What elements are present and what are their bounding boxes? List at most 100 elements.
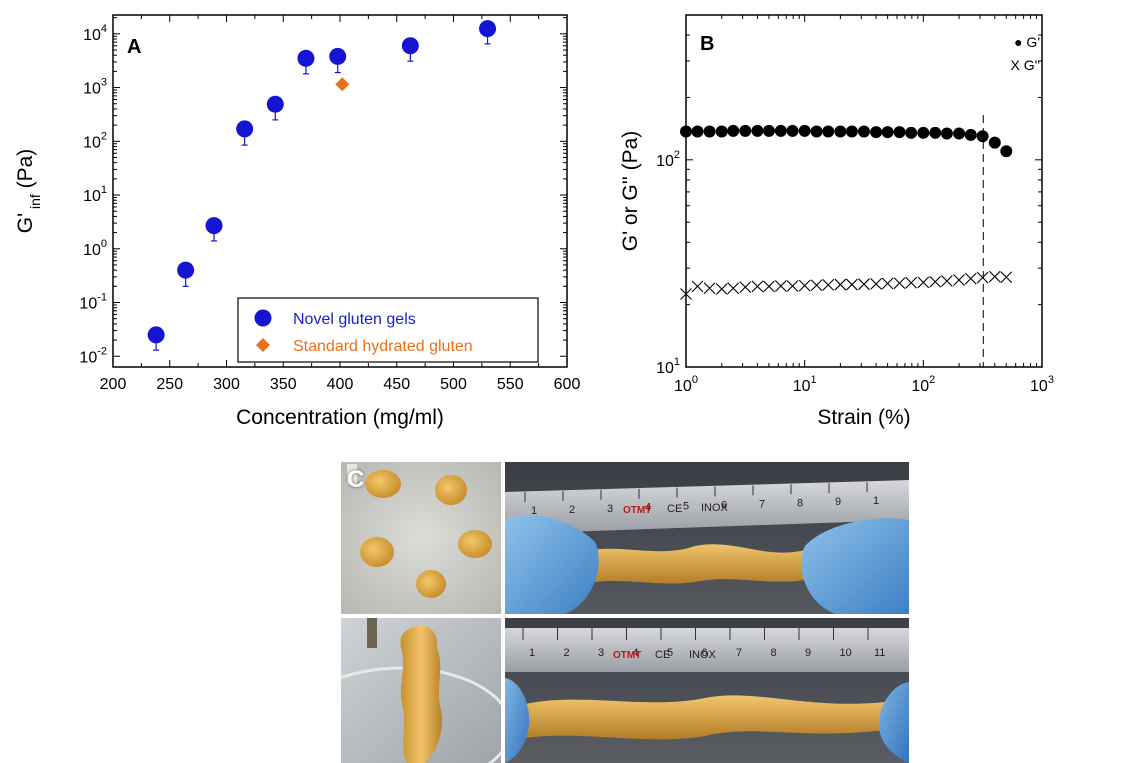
- chart-b-point-gprime: [976, 130, 989, 143]
- chart-b-point-gdoubleprime: [964, 272, 977, 285]
- chart-a-point-gel: [177, 261, 195, 279]
- ruler-top-number: 4: [645, 502, 651, 514]
- ruler-bottom-number: 9: [805, 647, 811, 659]
- chart-b-point-gprime: [762, 124, 775, 137]
- ruler-top-number: 8: [797, 497, 803, 509]
- chart-b-ytick-label: 102: [656, 149, 680, 170]
- chart-a-ytick-label: 104: [83, 23, 107, 44]
- photo-gel-stretched-long: 1 2 3 4 5 6 7 8 9 10 11 OTMT CE INOX: [505, 618, 909, 763]
- ruler-bottom-number: 7: [736, 647, 742, 659]
- ruler-bottom-number: 10: [840, 647, 852, 659]
- chart-b-point-gdoubleprime: [727, 282, 740, 295]
- chart-b-point-gdoubleprime: [988, 270, 1001, 283]
- chart-b-point-gprime: [834, 125, 847, 138]
- chart-b-point-gprime: [822, 125, 835, 138]
- chart-b-point-gdoubleprime: [893, 277, 906, 290]
- chart-a-point-gel: [147, 326, 165, 344]
- chart-a-ylabel: G' inf (Pa): [14, 149, 43, 234]
- chart-b-point-gdoubleprime: [953, 274, 965, 286]
- chart-b-point-gdoubleprime: [786, 280, 799, 292]
- chart-b-point-gdoubleprime: [870, 277, 883, 290]
- chart-b-point-gprime: [810, 125, 823, 138]
- chart-b-point-gdoubleprime: [715, 283, 728, 295]
- chart-b-point-gdoubleprime: [976, 271, 989, 284]
- chart-b-point-gdoubleprime: [917, 276, 930, 289]
- chart-a-ytick-label: 103: [83, 77, 107, 98]
- photo-gel-hanging: [341, 618, 501, 763]
- chart-b-point-gdoubleprime: [858, 278, 870, 291]
- chart-b-point-gprime: [929, 126, 942, 139]
- chart-b-point-gdoubleprime: [751, 280, 764, 293]
- chart-b-point-gdoubleprime: [798, 279, 811, 292]
- ruler-bottom-brand: OTMT: [613, 650, 641, 661]
- chart-a-xtick-label: 500: [440, 376, 467, 393]
- chart-a-legend-label-gel: Novel gluten gels: [293, 311, 416, 328]
- chart-a-point-gel: [401, 37, 419, 55]
- chart-a-xtick-label: 250: [156, 376, 183, 393]
- chart-b-point-gdoubleprime: [845, 278, 858, 291]
- chart-b-point-gdoubleprime: [834, 278, 847, 291]
- chart-a-point-standard: [335, 77, 350, 92]
- ruler-top-number: 6: [721, 500, 727, 512]
- panel-label-c: C: [347, 466, 365, 493]
- chart-a-point-gel: [297, 49, 315, 67]
- photo-gel-stretched: 1 2 3 4 5 6 7 8 9 1 OTMT CE INOX: [505, 462, 909, 614]
- chart-a-xtick-label: 400: [327, 376, 354, 393]
- chart-a-point-gel: [266, 95, 284, 113]
- chart-b-legend-gdoubleprime: X G'': [1011, 57, 1040, 73]
- ruler-top-inox: INOX: [701, 502, 729, 514]
- chart-b-point-gdoubleprime: [763, 280, 775, 293]
- chart-a-point-gel: [479, 20, 497, 38]
- chart-b-point-gprime: [940, 127, 953, 140]
- chart-b-point-gprime: [881, 126, 894, 139]
- chart-a-ytick-label: 101: [83, 184, 107, 205]
- chart-b-point-gprime: [1000, 145, 1013, 158]
- chart-a-xtick-label: 200: [100, 376, 127, 393]
- chart-b-point-gprime: [905, 126, 918, 139]
- chart-a-ytick-label: 100: [83, 238, 107, 259]
- chart-a-legend-marker-standard: [256, 338, 270, 352]
- panel-label-b: B: [700, 33, 714, 55]
- chart-a-xtick-label: 450: [383, 376, 410, 393]
- chart-b-point-gdoubleprime: [774, 280, 787, 292]
- chart-b-point-gprime: [680, 125, 692, 138]
- chart-b-point-gprime: [691, 125, 704, 138]
- chart-b-point-gprime: [739, 124, 752, 137]
- chart-a-xtick-label: 600: [554, 376, 581, 393]
- chart-a-legend-label-standard: Standard hydrated gluten: [293, 338, 473, 355]
- chart-b-point-gprime: [751, 124, 764, 137]
- chart-b-point-gprime: [953, 127, 966, 140]
- chart-a-legend: [237, 297, 539, 363]
- ruler-top-brand: OTMT: [623, 505, 651, 516]
- chart-b-ytick-label: 101: [656, 356, 680, 377]
- ruler-top-number: 2: [569, 504, 575, 516]
- chart-b-point-gprime: [727, 124, 740, 137]
- chart-b-ylabel: G' or G'' (Pa): [619, 131, 642, 252]
- chart-b-point-gprime: [870, 126, 883, 139]
- ruler-top-ce: CE: [667, 503, 682, 515]
- photo-gel-pieces: C: [341, 462, 501, 614]
- chart-b-point-gprime: [774, 124, 787, 137]
- chart-a-point-gel: [205, 217, 223, 235]
- ruler-bottom-number: 1: [529, 647, 535, 659]
- chart-b-point-gprime: [798, 124, 811, 137]
- chart-b-point-gprime: [988, 136, 1001, 149]
- chart-b-point-gprime: [715, 125, 728, 138]
- chart-b-legend-gprime: ● G': [1014, 34, 1040, 50]
- chart-b-point-gdoubleprime: [691, 280, 704, 293]
- chart-b-xtick-label: 101: [793, 374, 817, 395]
- panel-label-a: A: [127, 36, 141, 58]
- ruler-bottom-number: 6: [702, 647, 708, 659]
- chart-a-ytick-label: 10-2: [79, 345, 107, 366]
- chart-b-point-gprime: [845, 125, 858, 138]
- chart-b-point-gprime: [964, 128, 977, 141]
- chart-b-point-gdoubleprime: [941, 275, 953, 287]
- chart-b-point-gdoubleprime: [810, 279, 823, 292]
- chart-b-point-gdoubleprime: [822, 279, 835, 291]
- chart-b-xtick-label: 100: [674, 374, 698, 395]
- chart-a-xtick-label: 550: [497, 376, 524, 393]
- ruler-top-number: 7: [759, 498, 765, 510]
- chart-a-xlabel: Concentration (mg/ml): [236, 406, 444, 429]
- chart-b-point-gdoubleprime: [739, 281, 752, 293]
